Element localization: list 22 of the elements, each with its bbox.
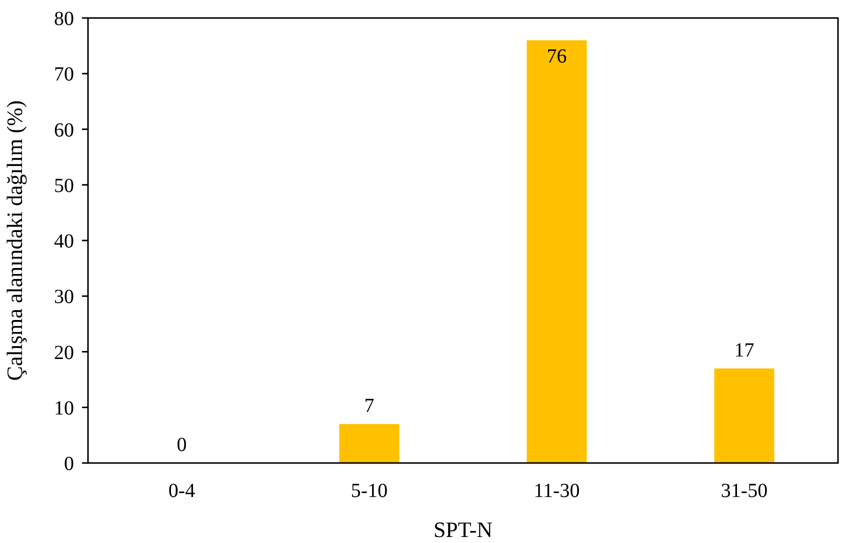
data-label: 0 [176, 434, 187, 456]
bar [714, 368, 774, 463]
data-label: 76 [546, 45, 567, 68]
y-tick-label: 40 [54, 230, 74, 252]
y-tick-label: 20 [54, 342, 74, 364]
data-label: 17 [734, 339, 754, 362]
bar [526, 40, 587, 463]
x-tick-label: 11-30 [534, 480, 580, 502]
y-tick-label: 0 [64, 453, 74, 475]
x-tick-label: 0-4 [168, 480, 196, 502]
bar [339, 424, 400, 463]
x-axis-title: SPT-N [433, 517, 493, 542]
x-tick-label: 31-50 [720, 480, 768, 502]
y-tick-label: 10 [54, 397, 74, 420]
y-tick-label: 70 [54, 64, 74, 86]
y-tick-label: 50 [54, 174, 74, 197]
y-tick-label: 30 [54, 286, 74, 308]
y-axis-title: Çalışma alanındaki dağılım (%) [2, 100, 27, 381]
y-tick-label: 80 [54, 8, 74, 30]
data-label: 7 [364, 395, 374, 418]
x-tick-label: 5-10 [350, 480, 388, 502]
y-tick-label: 60 [54, 119, 74, 142]
